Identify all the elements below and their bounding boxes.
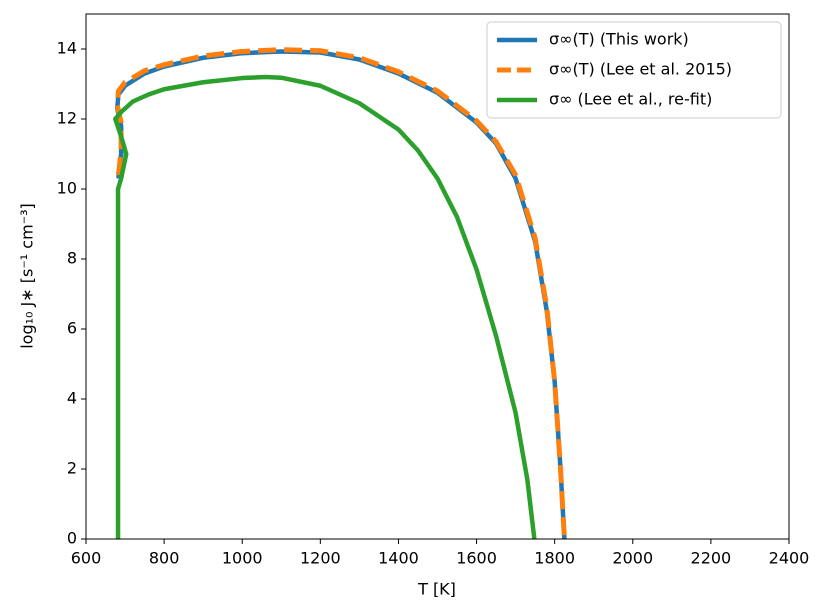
y-tick-label: 6 [67,319,77,338]
x-tick-label: 1800 [534,549,575,568]
y-axis-label: log₁₀ J∗ [s⁻¹ cm⁻³] [18,203,37,349]
y-tick-label: 12 [57,109,77,128]
line-series [113,74,537,540]
x-tick-label: 2400 [769,549,810,568]
legend-label: σ∞ (Lee et al., re-fit) [549,90,712,109]
x-tick-label: 1400 [378,549,419,568]
y-tick-label: 0 [67,529,77,548]
y-tick-label: 14 [57,39,77,58]
line-series [114,47,567,540]
line-series [114,49,567,540]
x-tick-label: 1200 [300,549,341,568]
y-tick-label: 10 [57,179,77,198]
legend-label: σ∞(T) (Lee et al. 2015) [549,60,732,79]
y-tick-label: 8 [67,249,77,268]
plot-frame [85,13,790,540]
y-tick-label: 2 [67,459,77,478]
legend-box [486,21,782,119]
x-tick-label: 1600 [456,549,497,568]
x-tick-label: 600 [71,549,102,568]
x-tick-label: 800 [149,549,180,568]
x-tick-label: 2000 [612,549,653,568]
x-tick-label: 2200 [691,549,732,568]
x-axis-label: T [K] [417,580,456,599]
legend-label: σ∞(T) (This work) [549,30,689,49]
y-tick-label: 4 [67,389,77,408]
x-tick-label: 1000 [222,549,263,568]
